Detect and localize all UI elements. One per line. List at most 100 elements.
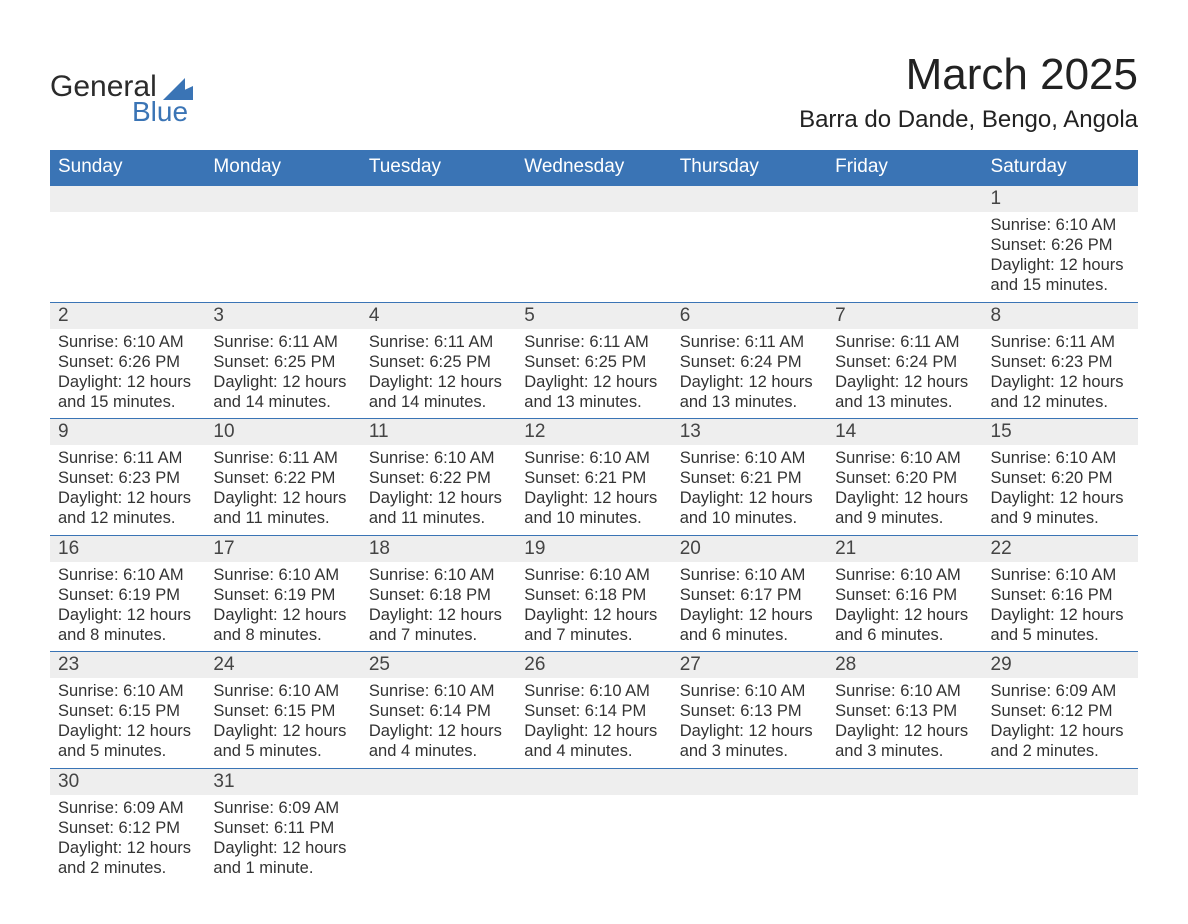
logo-text-bottom: Blue [132, 96, 273, 128]
sunset-text: Sunset: 6:14 PM [524, 701, 663, 721]
sunset-text: Sunset: 6:21 PM [524, 468, 663, 488]
sunset-text: Sunset: 6:22 PM [369, 468, 508, 488]
daylight-text: and 11 minutes. [369, 508, 508, 528]
daylight-text: Daylight: 12 hours [680, 721, 819, 741]
day-number-cell: 27 [672, 652, 827, 679]
daylight-text: Daylight: 12 hours [213, 605, 352, 625]
day-detail-row: Sunrise: 6:09 AMSunset: 6:12 PMDaylight:… [50, 795, 1138, 885]
sunrise-text: Sunrise: 6:10 AM [58, 565, 197, 585]
sunset-text: Sunset: 6:20 PM [991, 468, 1130, 488]
daylight-text: and 14 minutes. [369, 392, 508, 412]
daylight-text: Daylight: 12 hours [369, 372, 508, 392]
day-number-cell: 7 [827, 302, 982, 329]
day-detail-cell: Sunrise: 6:10 AMSunset: 6:16 PMDaylight:… [827, 562, 982, 652]
day-detail-cell [361, 795, 516, 885]
day-number-cell [50, 186, 205, 212]
sunrise-text: Sunrise: 6:10 AM [991, 565, 1130, 585]
daylight-text: and 8 minutes. [58, 625, 197, 645]
day-detail-cell: Sunrise: 6:11 AMSunset: 6:24 PMDaylight:… [672, 329, 827, 419]
title-block: March 2025 Barra do Dande, Bengo, Angola [799, 50, 1138, 134]
day-number-cell: 14 [827, 419, 982, 446]
day-number-cell: 6 [672, 302, 827, 329]
daylight-text: and 4 minutes. [524, 741, 663, 761]
day-number-cell: 11 [361, 419, 516, 446]
daylight-text: Daylight: 12 hours [58, 721, 197, 741]
sunset-text: Sunset: 6:16 PM [835, 585, 974, 605]
daylight-text: Daylight: 12 hours [369, 605, 508, 625]
daylight-text: and 8 minutes. [213, 625, 352, 645]
day-number-cell: 9 [50, 419, 205, 446]
day-header-row: Sunday Monday Tuesday Wednesday Thursday… [50, 150, 1138, 186]
day-number-row: 23242526272829 [50, 652, 1138, 679]
sunset-text: Sunset: 6:19 PM [58, 585, 197, 605]
daylight-text: Daylight: 12 hours [835, 372, 974, 392]
daylight-text: and 13 minutes. [524, 392, 663, 412]
day-number-cell: 19 [516, 535, 671, 562]
sunrise-text: Sunrise: 6:11 AM [58, 448, 197, 468]
day-number-cell: 5 [516, 302, 671, 329]
day-detail-cell: Sunrise: 6:10 AMSunset: 6:20 PMDaylight:… [827, 445, 982, 535]
daylight-text: Daylight: 12 hours [835, 721, 974, 741]
day-number-row: 3031 [50, 768, 1138, 795]
daylight-text: Daylight: 12 hours [524, 372, 663, 392]
sunrise-text: Sunrise: 6:10 AM [835, 565, 974, 585]
day-number-cell [672, 186, 827, 212]
sunset-text: Sunset: 6:18 PM [524, 585, 663, 605]
day-detail-cell: Sunrise: 6:09 AMSunset: 6:12 PMDaylight:… [50, 795, 205, 885]
day-number-cell: 3 [205, 302, 360, 329]
daylight-text: Daylight: 12 hours [680, 372, 819, 392]
day-number-cell [361, 186, 516, 212]
day-detail-cell: Sunrise: 6:10 AMSunset: 6:15 PMDaylight:… [50, 678, 205, 768]
daylight-text: and 15 minutes. [58, 392, 197, 412]
day-detail-cell: Sunrise: 6:11 AMSunset: 6:23 PMDaylight:… [50, 445, 205, 535]
daylight-text: and 12 minutes. [991, 392, 1130, 412]
sunset-text: Sunset: 6:23 PM [991, 352, 1130, 372]
day-detail-cell [983, 795, 1138, 885]
day-header: Saturday [983, 150, 1138, 186]
sunrise-text: Sunrise: 6:10 AM [835, 681, 974, 701]
day-detail-cell: Sunrise: 6:10 AMSunset: 6:14 PMDaylight:… [361, 678, 516, 768]
day-detail-cell [827, 212, 982, 302]
sunset-text: Sunset: 6:12 PM [58, 818, 197, 838]
daylight-text: and 9 minutes. [835, 508, 974, 528]
day-number-cell: 24 [205, 652, 360, 679]
day-number-cell [361, 768, 516, 795]
sunset-text: Sunset: 6:19 PM [213, 585, 352, 605]
day-detail-cell: Sunrise: 6:11 AMSunset: 6:23 PMDaylight:… [983, 329, 1138, 419]
daylight-text: Daylight: 12 hours [991, 372, 1130, 392]
daylight-text: Daylight: 12 hours [213, 488, 352, 508]
sunrise-text: Sunrise: 6:11 AM [213, 332, 352, 352]
sunrise-text: Sunrise: 6:10 AM [213, 565, 352, 585]
daylight-text: and 2 minutes. [991, 741, 1130, 761]
day-detail-cell [205, 212, 360, 302]
sunrise-text: Sunrise: 6:10 AM [369, 565, 508, 585]
daylight-text: Daylight: 12 hours [991, 488, 1130, 508]
sunrise-text: Sunrise: 6:11 AM [524, 332, 663, 352]
sunrise-text: Sunrise: 6:10 AM [369, 681, 508, 701]
day-detail-cell: Sunrise: 6:10 AMSunset: 6:20 PMDaylight:… [983, 445, 1138, 535]
daylight-text: Daylight: 12 hours [991, 721, 1130, 741]
sunrise-text: Sunrise: 6:10 AM [680, 565, 819, 585]
day-number-cell: 31 [205, 768, 360, 795]
daylight-text: and 11 minutes. [213, 508, 352, 528]
sunset-text: Sunset: 6:12 PM [991, 701, 1130, 721]
day-number-cell: 29 [983, 652, 1138, 679]
daylight-text: and 7 minutes. [369, 625, 508, 645]
day-number-cell: 23 [50, 652, 205, 679]
day-header: Wednesday [516, 150, 671, 186]
daylight-text: and 2 minutes. [58, 858, 197, 878]
daylight-text: and 5 minutes. [213, 741, 352, 761]
day-detail-cell: Sunrise: 6:09 AMSunset: 6:11 PMDaylight:… [205, 795, 360, 885]
daylight-text: and 12 minutes. [58, 508, 197, 528]
sunrise-text: Sunrise: 6:11 AM [369, 332, 508, 352]
sunrise-text: Sunrise: 6:10 AM [524, 565, 663, 585]
day-number-cell [827, 768, 982, 795]
day-detail-cell: Sunrise: 6:10 AMSunset: 6:26 PMDaylight:… [983, 212, 1138, 302]
logo: General Blue [50, 50, 191, 136]
day-detail-cell: Sunrise: 6:11 AMSunset: 6:22 PMDaylight:… [205, 445, 360, 535]
day-header: Friday [827, 150, 982, 186]
daylight-text: and 6 minutes. [680, 625, 819, 645]
daylight-text: Daylight: 12 hours [58, 838, 197, 858]
day-detail-row: Sunrise: 6:10 AMSunset: 6:15 PMDaylight:… [50, 678, 1138, 768]
sunrise-text: Sunrise: 6:11 AM [991, 332, 1130, 352]
